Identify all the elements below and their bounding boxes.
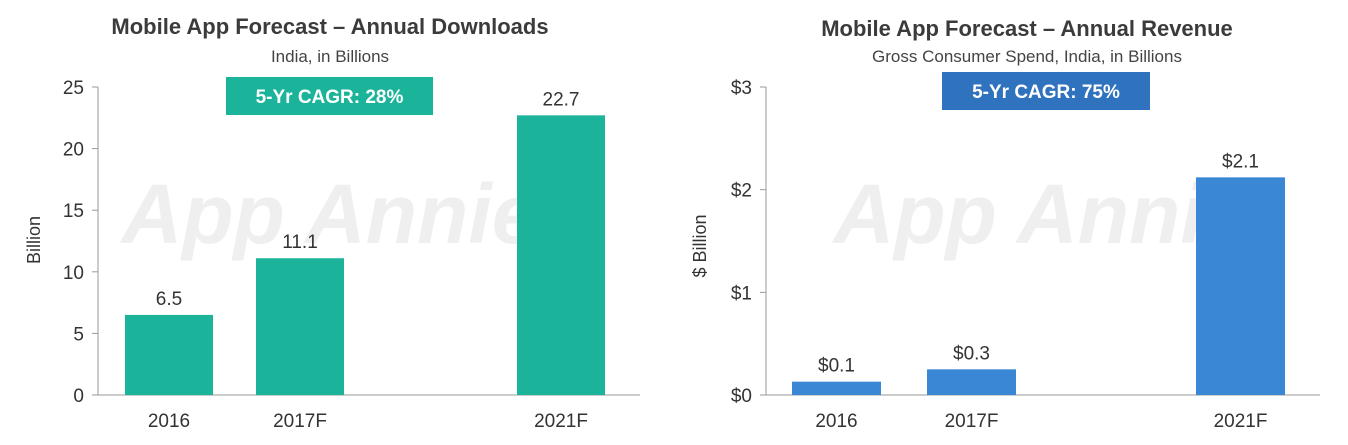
bar-value-label: 6.5 [156,289,182,310]
cagr-badge-text: 5-Yr CAGR: 28% [256,87,404,108]
y-axis-label: Billion [24,216,44,264]
bar-2017f [256,258,344,395]
bar-2017f [927,369,1016,395]
chart-subtitle: India, in Billions [271,47,389,66]
bar-2016 [792,381,881,395]
cagr-badge [942,72,1150,110]
y-tick-label: 15 [63,201,84,222]
chart-revenue: App Annie Mobile App Forecast – Annual Re… [690,16,1320,432]
watermark-logo: App Annie [120,167,539,261]
cagr-badge-text: 5-Yr CAGR: 75% [972,82,1120,103]
y-tick-label: 0 [73,386,84,407]
watermark-logo: App Annie [832,167,1251,261]
x-tick-label: 2021F [1214,411,1268,432]
y-tick-label: 25 [63,78,84,99]
y-tick-label: $2 [731,181,752,202]
bar-2016 [125,314,213,395]
x-tick-label: 2017F [273,411,327,432]
y-tick-label: 5 [73,324,84,345]
chart-downloads: App Annie Mobile App Forecast – Annual Do… [24,14,640,432]
bar-2021f [517,115,605,395]
bar-2021f [1196,177,1285,395]
x-tick-label: 2016 [148,411,190,432]
x-tick-label: 2017F [945,411,999,432]
y-tick-label: 20 [63,140,84,161]
bar-value-label: $0.3 [953,343,990,364]
chart-title: Mobile App Forecast – Annual Downloads [111,14,548,39]
bar-value-label: 22.7 [543,89,580,110]
y-tick-label: 10 [63,263,84,284]
x-tick-label: 2021F [534,411,588,432]
y-tick-label: $0 [731,386,752,407]
chart-title: Mobile App Forecast – Annual Revenue [821,16,1233,41]
bar-value-label: 11.1 [282,232,318,253]
cagr-badge [226,77,433,115]
x-tick-label: 2016 [815,411,857,432]
chart-subtitle: Gross Consumer Spend, India, in Billions [872,47,1182,66]
y-tick-label: $1 [731,283,752,304]
bar-value-label: $0.1 [818,356,855,377]
bar-value-label: $2.1 [1222,151,1259,172]
y-axis-label: $ Billion [690,214,710,277]
y-tick-label: $3 [731,78,752,99]
